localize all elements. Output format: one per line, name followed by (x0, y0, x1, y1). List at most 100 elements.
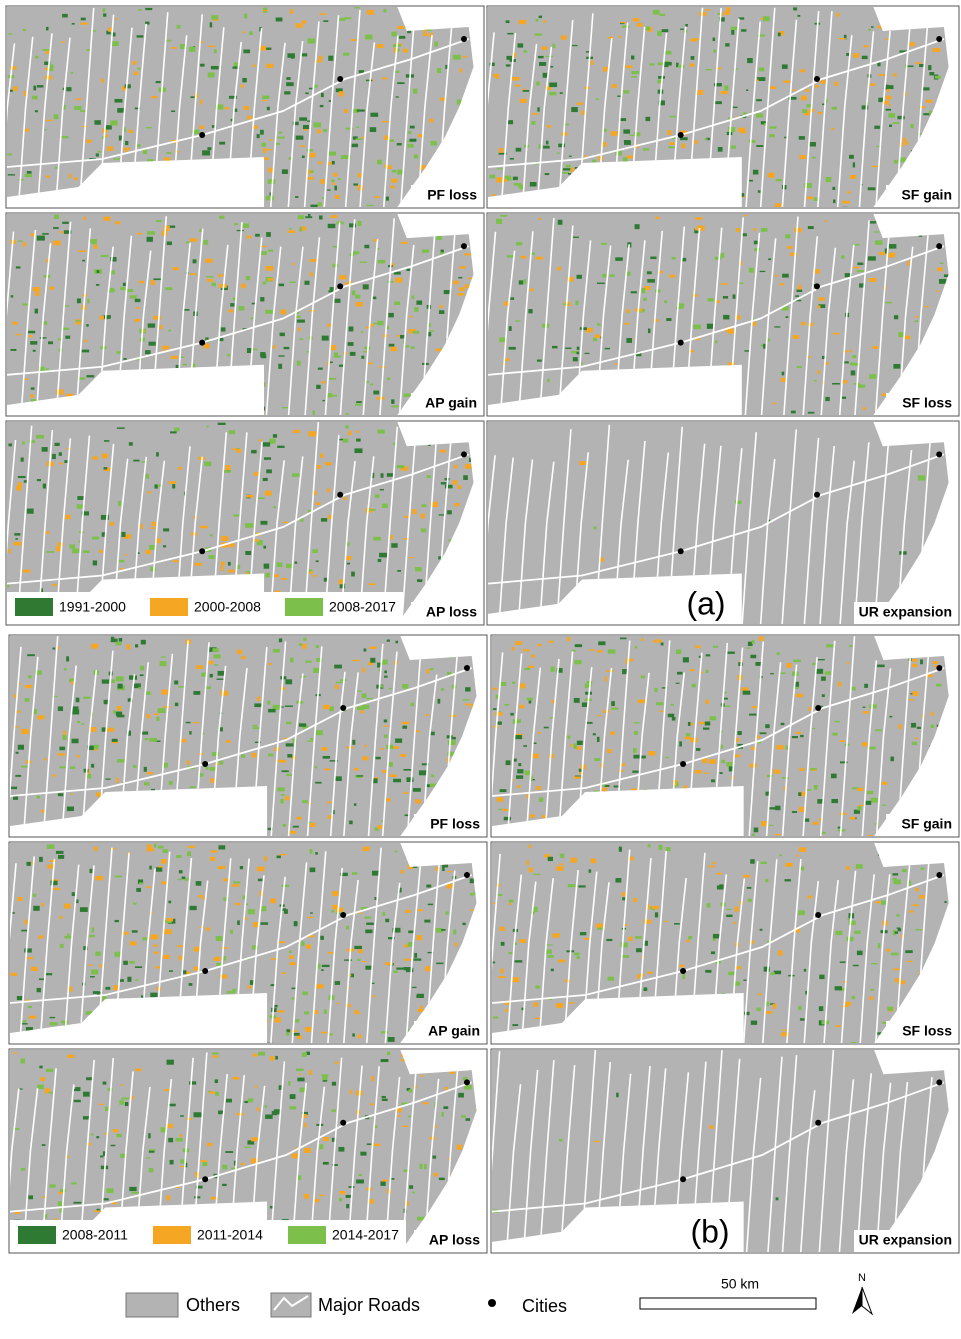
change-patch (775, 275, 778, 277)
change-patch (749, 180, 753, 182)
change-patch (852, 355, 856, 358)
change-patch (534, 1018, 540, 1019)
change-patch (826, 644, 833, 647)
change-patch (632, 771, 639, 773)
change-patch (171, 47, 177, 49)
change-patch (586, 51, 589, 53)
change-patch (251, 1137, 258, 1141)
change-patch (656, 216, 660, 219)
change-patch (163, 545, 166, 547)
change-patch (463, 699, 470, 700)
change-patch (167, 918, 173, 921)
change-patch (83, 1092, 90, 1097)
change-patch (42, 1144, 46, 1146)
change-patch (936, 684, 942, 687)
change-patch (52, 888, 60, 890)
change-patch (648, 329, 651, 334)
change-patch (216, 957, 220, 958)
change-patch (207, 279, 213, 282)
change-patch (387, 1052, 390, 1055)
change-patch (782, 1030, 787, 1031)
change-patch (29, 1016, 37, 1019)
change-patch (221, 536, 228, 541)
change-patch (419, 1164, 422, 1169)
change-patch (103, 13, 106, 16)
change-patch (631, 71, 639, 74)
change-patch (626, 338, 632, 343)
change-patch (295, 1019, 299, 1023)
change-patch (146, 550, 151, 554)
legend-label: 2008-2017 (329, 599, 396, 615)
city (680, 1176, 686, 1182)
change-patch (64, 668, 67, 671)
city (814, 76, 820, 82)
change-patch (726, 762, 732, 766)
change-patch (369, 509, 376, 511)
change-patch (536, 82, 540, 86)
change-patch (46, 175, 50, 177)
change-patch (736, 966, 741, 969)
change-patch (592, 160, 596, 163)
change-patch (158, 866, 162, 868)
change-patch (77, 298, 81, 303)
change-patch (163, 706, 171, 708)
change-patch (332, 891, 338, 896)
change-patch (856, 864, 863, 869)
change-patch (747, 647, 751, 649)
change-patch (27, 862, 31, 866)
change-patch (209, 1092, 216, 1094)
change-patch (635, 646, 638, 648)
change-patch (41, 810, 44, 813)
change-patch (78, 250, 86, 252)
change-patch (528, 666, 534, 668)
change-patch (787, 246, 792, 249)
group-label: (b) (690, 1213, 729, 1249)
change-patch (365, 34, 372, 39)
change-patch (110, 522, 115, 525)
change-patch (840, 961, 846, 963)
city (678, 340, 684, 346)
change-patch (308, 38, 316, 43)
change-patch (558, 960, 566, 963)
change-patch (645, 117, 650, 121)
change-patch (389, 344, 395, 347)
change-patch (643, 148, 649, 150)
change-patch (782, 372, 785, 376)
change-patch (263, 442, 270, 446)
change-patch (426, 784, 430, 787)
change-patch (575, 301, 578, 306)
change-patch (189, 1081, 196, 1084)
change-patch (832, 733, 837, 736)
change-patch (496, 219, 502, 224)
change-patch (373, 391, 379, 395)
change-patch (202, 150, 210, 155)
change-patch (94, 847, 98, 851)
change-patch (200, 1160, 207, 1162)
change-patch (713, 50, 716, 53)
change-patch (110, 120, 117, 125)
change-patch (294, 562, 297, 564)
change-patch (104, 467, 108, 469)
change-patch (571, 858, 577, 863)
change-patch (348, 1186, 354, 1188)
change-patch (321, 518, 327, 522)
change-patch (348, 342, 354, 346)
change-patch (791, 411, 796, 414)
change-patch (776, 1197, 779, 1200)
change-patch (807, 896, 812, 899)
change-patch (140, 666, 144, 671)
change-patch (520, 185, 523, 190)
change-patch (105, 1107, 109, 1111)
change-patch (319, 1144, 323, 1149)
change-patch (354, 946, 362, 949)
change-patch (321, 747, 327, 751)
change-patch (50, 1022, 58, 1025)
change-patch (99, 1104, 104, 1105)
change-patch (443, 1106, 448, 1109)
change-patch (708, 865, 714, 867)
change-patch (506, 20, 510, 23)
change-patch (402, 726, 407, 729)
change-patch (363, 284, 369, 289)
change-patch (773, 770, 780, 774)
change-patch (375, 757, 380, 760)
